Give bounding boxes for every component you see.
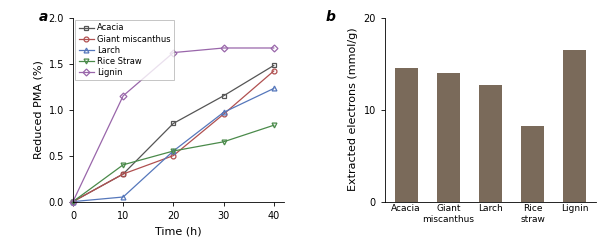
Larch <box>69 200 77 203</box>
Larch <box>120 196 127 199</box>
Text: a: a <box>40 10 49 24</box>
Lignin <box>69 200 77 203</box>
Larch <box>220 111 227 114</box>
Larch <box>270 87 277 90</box>
Y-axis label: Extracted electrons (mmol/g): Extracted electrons (mmol/g) <box>348 28 358 192</box>
Text: b: b <box>326 10 336 24</box>
Acacia <box>220 94 227 97</box>
Giant miscanthus <box>120 172 127 175</box>
Giant miscanthus <box>69 200 77 203</box>
Lignin <box>270 46 277 49</box>
Line: Larch: Larch <box>71 86 276 204</box>
Bar <box>563 50 586 202</box>
Acacia <box>69 200 77 203</box>
Lignin <box>170 51 177 54</box>
Bar <box>521 126 544 202</box>
Lignin <box>120 94 127 97</box>
Bar <box>437 73 460 202</box>
Y-axis label: Reduced PMA (%): Reduced PMA (%) <box>33 60 43 159</box>
Acacia <box>170 122 177 125</box>
Rice Straw <box>170 149 177 152</box>
Acacia <box>120 172 127 175</box>
Line: Rice Straw: Rice Straw <box>71 123 276 204</box>
Giant miscanthus <box>220 113 227 116</box>
Line: Lignin: Lignin <box>71 46 276 204</box>
Line: Acacia: Acacia <box>71 63 276 204</box>
Giant miscanthus <box>270 70 277 73</box>
Rice Straw <box>270 124 277 127</box>
Legend: Acacia, Giant miscanthus, Larch, Rice Straw, Lignin: Acacia, Giant miscanthus, Larch, Rice St… <box>75 20 174 80</box>
Rice Straw <box>120 163 127 166</box>
Rice Straw <box>220 140 227 143</box>
Giant miscanthus <box>170 154 177 157</box>
Bar <box>479 85 502 202</box>
Larch <box>170 149 177 152</box>
Lignin <box>220 46 227 49</box>
Line: Giant miscanthus: Giant miscanthus <box>71 69 276 204</box>
Bar <box>395 68 418 202</box>
Rice Straw <box>69 200 77 203</box>
Acacia <box>270 64 277 67</box>
X-axis label: Time (h): Time (h) <box>155 226 202 236</box>
